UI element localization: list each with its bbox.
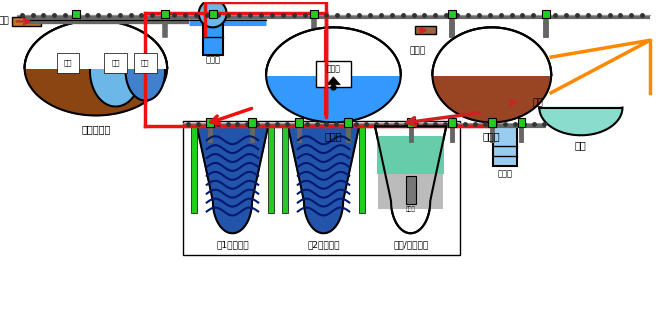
Polygon shape — [25, 20, 167, 116]
Bar — [295, 118, 303, 127]
Bar — [209, 10, 217, 18]
Bar — [12, 17, 41, 26]
Text: 调节池: 调节池 — [325, 131, 342, 141]
Bar — [493, 126, 516, 166]
Bar — [415, 26, 436, 34]
Polygon shape — [125, 41, 165, 100]
Polygon shape — [25, 20, 167, 68]
Bar — [183, 121, 460, 255]
Polygon shape — [90, 35, 141, 107]
Text: 河流: 河流 — [575, 140, 587, 150]
Bar — [205, 118, 213, 127]
Bar — [448, 10, 456, 18]
Bar — [282, 126, 288, 213]
Bar — [518, 118, 526, 127]
Bar — [542, 10, 550, 18]
Text: 检查井: 检查井 — [497, 169, 512, 178]
Bar — [378, 175, 444, 209]
Bar — [406, 176, 416, 204]
Polygon shape — [540, 108, 622, 135]
Text: 污泥池: 污泥池 — [483, 131, 501, 141]
Polygon shape — [432, 27, 551, 122]
Polygon shape — [199, 0, 227, 27]
Bar — [448, 118, 456, 127]
Text: 第1处理单元: 第1处理单元 — [216, 241, 249, 250]
Bar — [72, 10, 80, 18]
Bar — [205, 24, 221, 45]
Text: 沉淀: 沉淀 — [64, 60, 73, 66]
Bar — [407, 118, 415, 127]
Bar — [377, 136, 444, 175]
Text: 澄清/消毒单元: 澄清/消毒单元 — [393, 241, 428, 250]
Bar — [309, 10, 317, 18]
Text: 上清液: 上清液 — [410, 47, 426, 56]
Polygon shape — [375, 126, 446, 233]
Polygon shape — [432, 27, 551, 75]
Text: 净水: 净水 — [532, 98, 543, 107]
Text: 格栅井: 格栅井 — [205, 55, 220, 64]
Bar — [488, 118, 496, 127]
Polygon shape — [288, 126, 359, 233]
Bar — [209, 11, 217, 18]
Polygon shape — [266, 27, 401, 75]
Text: 滤滤器: 滤滤器 — [406, 206, 416, 212]
Text: 生物化粪池: 生物化粪池 — [81, 124, 111, 134]
Text: 提升泵: 提升泵 — [326, 64, 340, 73]
Text: 污水: 污水 — [0, 16, 10, 25]
Polygon shape — [326, 77, 340, 85]
Polygon shape — [266, 27, 401, 122]
Text: 澄清: 澄清 — [141, 60, 149, 66]
FancyBboxPatch shape — [315, 61, 352, 87]
Bar — [344, 118, 352, 127]
Bar — [268, 126, 274, 213]
Bar — [161, 10, 169, 18]
Text: 第2处理单元: 第2处理单元 — [307, 241, 340, 250]
Polygon shape — [197, 126, 268, 233]
Bar — [191, 126, 197, 213]
Text: 腐化: 腐化 — [111, 60, 120, 66]
Bar — [359, 126, 365, 213]
Bar — [248, 118, 256, 127]
Bar — [203, 17, 223, 55]
